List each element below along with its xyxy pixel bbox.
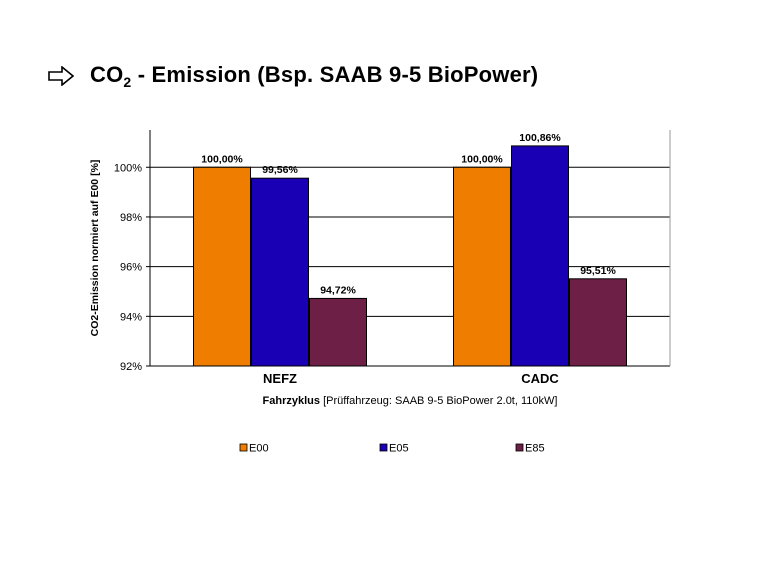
y-tick-label: 98% (120, 212, 142, 224)
bar-e85-nefz (309, 297, 367, 367)
bar-e00-nefz (193, 166, 251, 367)
slide-title: CO2 - Emission (Bsp. SAAB 9-5 BioPower) (48, 58, 538, 94)
bar-e05-cadc (511, 145, 569, 367)
x-category-label: NEFZ (263, 371, 297, 386)
legend-swatch-e05 (379, 443, 388, 452)
data-label: 95,51% (580, 265, 616, 277)
y-tick-label: 100% (114, 162, 142, 174)
data-label: 99,56% (262, 164, 298, 176)
bar-e05-nefz (251, 177, 309, 367)
x-category-label: CADC (521, 371, 559, 386)
legend-swatch-e85 (515, 443, 524, 452)
y-tick-label: 94% (120, 311, 142, 323)
data-label: 100,86% (519, 132, 561, 144)
right-arrow-outline-icon (48, 66, 74, 86)
bar-e85-cadc (569, 278, 627, 367)
legend-label-e05: E05 (389, 443, 409, 455)
title-rest: - Emission (Bsp. SAAB 9-5 BioPower) (131, 62, 539, 87)
title-prefix: CO (90, 62, 124, 87)
legend-label-e85: E85 (525, 443, 545, 455)
x-axis-title: Fahrzyklus [Prüffahrzeug: SAAB 9-5 BioPo… (263, 395, 558, 407)
data-label: 94,72% (320, 284, 356, 296)
legend-swatch-e00 (239, 443, 248, 452)
x-axis-title-bold: Fahrzyklus (263, 395, 320, 407)
x-axis-title-rest: [Prüffahrzeug: SAAB 9-5 BioPower 2.0t, 1… (320, 395, 557, 407)
y-tick-label: 92% (120, 361, 142, 373)
data-label: 100,00% (201, 153, 243, 165)
y-axis-title: CO2-Emission normiert auf E00 [%] (89, 160, 101, 337)
title-subscript: 2 (123, 74, 132, 90)
y-tick-label: 96% (120, 262, 142, 274)
data-label: 100,00% (461, 153, 503, 165)
bar-e00-cadc (453, 166, 511, 367)
legend-label-e00: E00 (249, 443, 269, 455)
slide-title-text: CO2 - Emission (Bsp. SAAB 9-5 BioPower) (90, 62, 538, 90)
